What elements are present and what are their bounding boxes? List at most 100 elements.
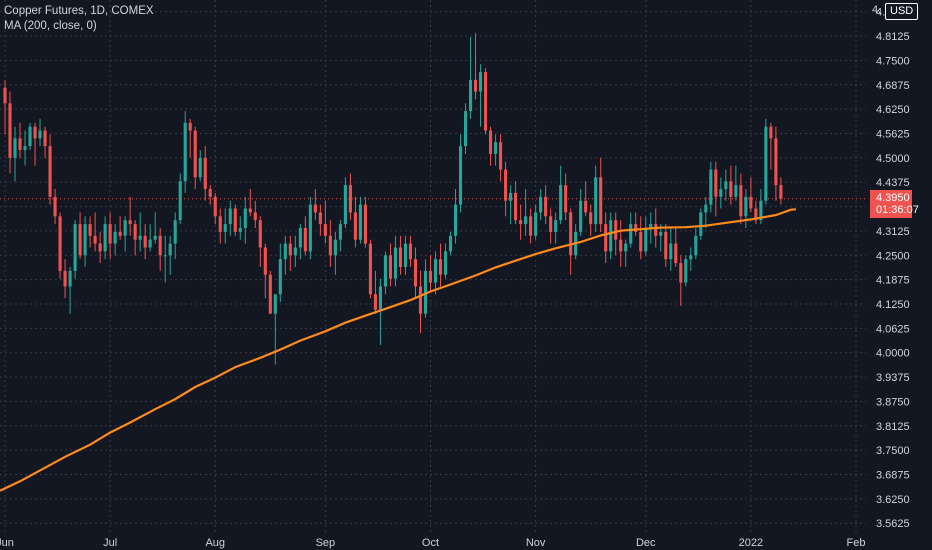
candle xyxy=(278,243,282,303)
candle xyxy=(448,231,453,256)
time-tick-label: Jun xyxy=(0,537,14,549)
candle xyxy=(163,235,167,283)
candle-body xyxy=(58,216,62,271)
time-tick-label: Feb xyxy=(847,537,866,549)
time-axis[interactable]: Jun Jul Aug Sep Oct Nov Dec 2022 Feb xyxy=(0,537,865,549)
symbol-title[interactable]: Copper Futures, 1D, COMEX xyxy=(4,5,154,17)
candle-body xyxy=(38,130,42,139)
candle-body xyxy=(253,212,257,221)
candle xyxy=(108,212,112,260)
candle xyxy=(88,216,92,248)
candle xyxy=(133,220,137,256)
candle xyxy=(443,243,448,279)
candle-body xyxy=(569,212,573,256)
candle xyxy=(604,212,608,264)
candle-body xyxy=(393,247,398,279)
candle xyxy=(43,126,47,158)
candle-body xyxy=(609,220,613,252)
candle xyxy=(208,185,212,205)
candle xyxy=(594,165,598,232)
candle xyxy=(403,235,408,275)
candle xyxy=(303,216,307,256)
candle-body xyxy=(448,235,453,252)
candle xyxy=(479,64,483,127)
candle xyxy=(509,185,513,225)
candle-body xyxy=(453,204,458,236)
candle-body xyxy=(33,126,37,139)
candle xyxy=(418,270,423,334)
candle xyxy=(774,126,778,201)
candle-body xyxy=(88,224,92,236)
candle xyxy=(233,204,237,236)
candle-body xyxy=(604,224,608,252)
candle-body xyxy=(463,111,468,147)
candle-body xyxy=(689,255,693,260)
candle-body xyxy=(43,130,47,147)
candle-body xyxy=(248,208,252,213)
candle xyxy=(644,216,648,256)
candle xyxy=(363,196,367,248)
candle xyxy=(8,91,12,174)
candle-body xyxy=(8,103,12,158)
price-axis[interactable]: 4.87504.81254.75004.68754.62504.56254.50… xyxy=(876,7,910,531)
candle-body xyxy=(669,243,673,260)
candle xyxy=(323,200,327,244)
candle-body xyxy=(664,231,668,260)
candle xyxy=(779,177,783,205)
price-tick-label: 4.1250 xyxy=(876,299,910,311)
candle xyxy=(38,118,42,147)
indicator-label[interactable]: MA (200, close, 0) xyxy=(4,20,97,32)
price-tick-label: 3.6875 xyxy=(876,470,910,482)
candle xyxy=(333,231,337,275)
candle xyxy=(148,224,152,252)
candle xyxy=(484,68,488,135)
candle xyxy=(679,255,683,306)
candle-body xyxy=(709,169,713,205)
candle-body xyxy=(278,259,282,295)
candle-body xyxy=(654,224,658,236)
candle xyxy=(689,247,693,271)
candle xyxy=(764,118,768,205)
candle xyxy=(83,216,87,267)
candle-body xyxy=(594,177,598,225)
candle-body xyxy=(579,200,583,232)
price-tick-label: 4.5625 xyxy=(876,128,910,140)
candle xyxy=(18,122,22,158)
candle-body xyxy=(343,185,347,225)
candle xyxy=(158,228,162,271)
time-tick-label: Sep xyxy=(316,537,336,549)
candle xyxy=(358,196,362,244)
candle-body xyxy=(524,216,528,225)
candle xyxy=(739,173,743,225)
candle-body xyxy=(499,142,503,170)
candle-body xyxy=(108,224,112,244)
candle-body xyxy=(684,259,688,283)
candle-body xyxy=(303,228,307,252)
candle-body xyxy=(283,243,287,260)
candle xyxy=(248,189,252,217)
candle-body xyxy=(78,224,82,256)
candle-body xyxy=(749,196,753,209)
candle-body xyxy=(504,169,508,201)
last-price-tag: 4.3950 01:36:07 xyxy=(870,189,919,218)
candle-body xyxy=(644,228,648,252)
candle xyxy=(203,146,207,201)
candle-body xyxy=(413,259,418,287)
candle-body xyxy=(438,259,443,275)
candle-body xyxy=(388,255,393,279)
candle-body xyxy=(363,204,367,244)
candle-body xyxy=(83,224,87,256)
candle-body xyxy=(13,138,17,158)
candle xyxy=(699,208,703,240)
candle-body xyxy=(679,263,683,283)
candle xyxy=(348,173,352,221)
candle-body xyxy=(308,204,312,252)
candle-body xyxy=(428,270,433,283)
price-tick-label: 3.7500 xyxy=(876,445,910,457)
candle xyxy=(609,212,613,260)
candle xyxy=(599,157,603,232)
currency-button[interactable]: USD xyxy=(885,3,919,20)
price-tick-label: 4.6250 xyxy=(876,104,910,116)
candle xyxy=(468,37,473,119)
